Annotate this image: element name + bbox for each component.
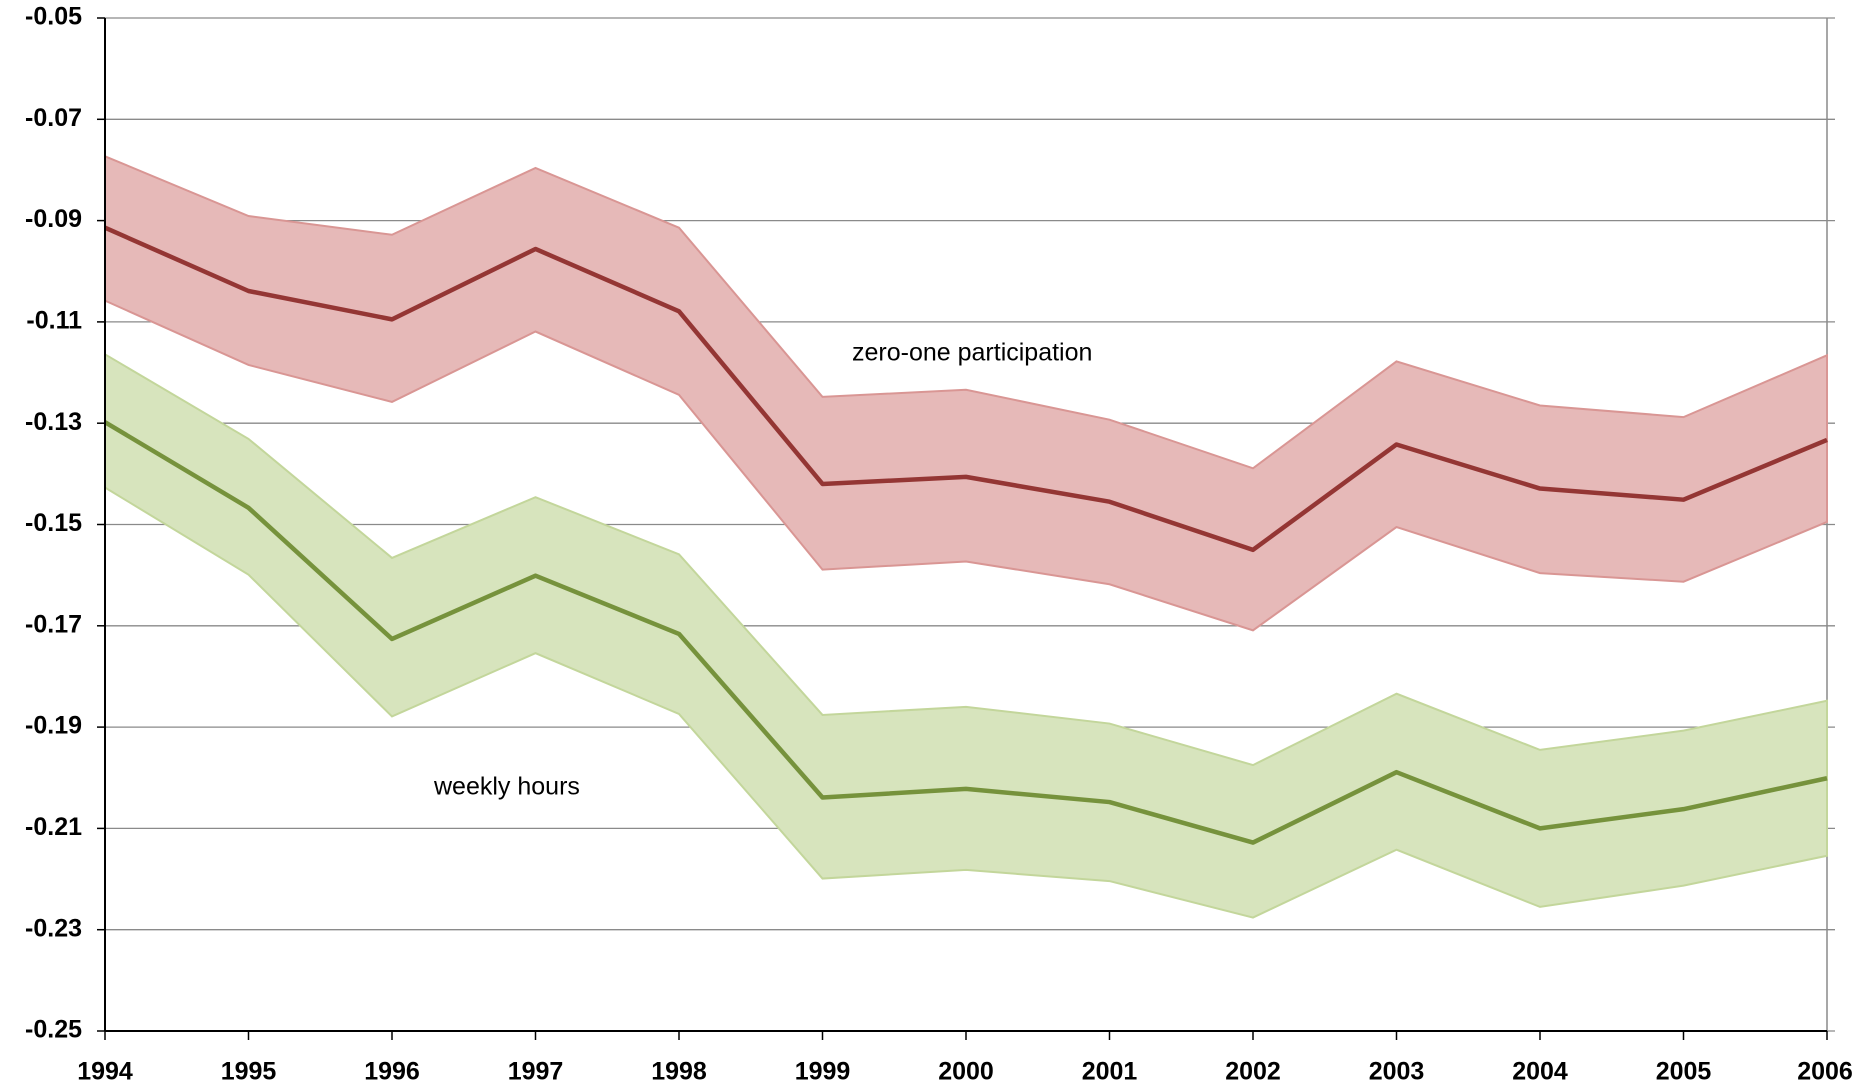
- x-tick-label: 1995: [221, 1058, 277, 1086]
- x-tick-label: 1994: [77, 1058, 133, 1086]
- y-tick-label: -0.13: [25, 408, 82, 436]
- x-tick-label: 1996: [364, 1058, 420, 1086]
- y-tick-label: -0.25: [25, 1016, 82, 1044]
- series-annotation: zero-one participation: [852, 339, 1092, 367]
- y-tick-label: -0.15: [25, 509, 82, 537]
- y-tick-label: -0.23: [25, 914, 82, 942]
- y-tick-label: -0.09: [25, 205, 82, 233]
- x-tick-label: 2004: [1512, 1058, 1568, 1086]
- x-tick-label: 2003: [1369, 1058, 1425, 1086]
- y-tick-label: -0.11: [26, 307, 82, 335]
- x-tick-label: 2000: [938, 1058, 994, 1086]
- series-line: [104, 225, 1828, 553]
- x-tick-label: 1997: [508, 1058, 564, 1086]
- series-annotation: weekly hours: [433, 773, 580, 801]
- y-tick-label: -0.17: [25, 610, 82, 638]
- x-tick-label: 2002: [1225, 1058, 1281, 1086]
- series-line: [103, 420, 1828, 845]
- y-tick-label: -0.21: [25, 813, 82, 841]
- y-tick-label: -0.19: [25, 712, 82, 740]
- x-tick-label: 1998: [651, 1058, 707, 1086]
- x-tick-label: 2006: [1797, 1058, 1853, 1086]
- x-tick-label: 1999: [795, 1058, 851, 1086]
- confidence-band: [104, 154, 1828, 632]
- x-tick-label: 2001: [1082, 1058, 1138, 1086]
- y-tick-label: -0.05: [25, 3, 82, 31]
- x-tick-label: 2005: [1656, 1058, 1712, 1086]
- confidence-band: [104, 352, 1828, 919]
- y-tick-label: -0.07: [25, 104, 82, 132]
